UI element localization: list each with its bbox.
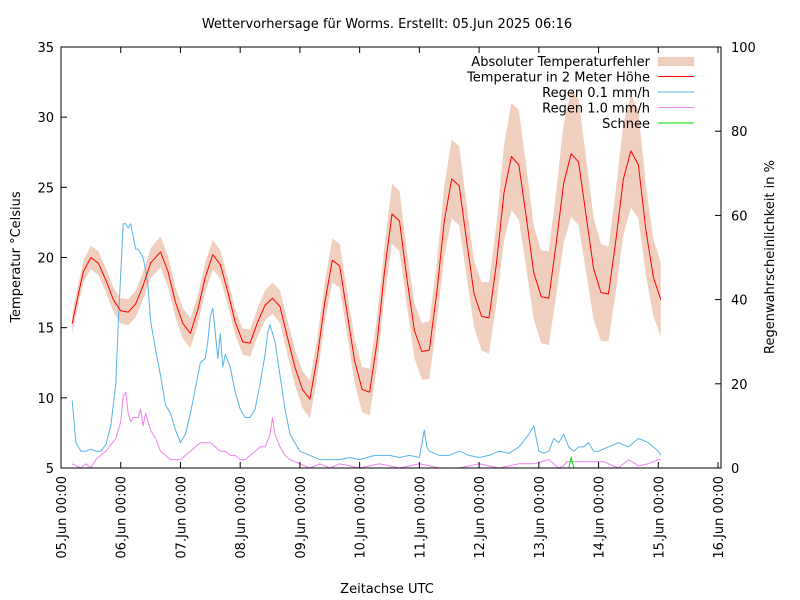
y2-tick-label: 100: [731, 41, 756, 56]
x-axis: 05.Jun 00:00 06.Jun 00:00 07.Jun 00:00 08.J…: [55, 47, 727, 559]
y2-tick-label: 40: [731, 294, 748, 309]
y2-tick-label: 60: [731, 209, 748, 224]
y-tick-label: 20: [37, 252, 54, 267]
legend-label-rain10: Regen 1.0 mm/h: [542, 102, 650, 117]
y2-tick-label: 0: [731, 462, 739, 477]
x-tick-label: 13.Jun 00:00: [533, 476, 548, 559]
y-axis-left: 5 10 15 20 25 30 35: [37, 41, 67, 477]
x-tick-label: 09.Jun 00:00: [294, 476, 309, 559]
x-tick-label: 07.Jun 00:00: [174, 476, 189, 559]
legend-swatch-error: [658, 57, 694, 66]
y-tick-label: 35: [37, 41, 54, 56]
x-tick-label: 10.Jun 00:00: [354, 476, 369, 559]
y2-tick-label: 20: [731, 378, 748, 393]
chart-title: Wettervorhersage für Worms. Erstellt: 05…: [202, 17, 572, 32]
series-line-layer: [71, 150, 662, 469]
y2-axis-label: Regenwahrscheinlichkeit in %: [763, 160, 778, 354]
y-tick-label: 25: [37, 181, 54, 196]
x-tick-label: 11.Jun 00:00: [413, 476, 428, 559]
legend-label-error: Absoluter Temperaturfehler: [471, 55, 650, 70]
y-tick-label: 15: [37, 322, 54, 337]
snow-line: [568, 457, 575, 469]
x-tick-label: 08.Jun 00:00: [234, 476, 249, 559]
temperature-line: [71, 150, 662, 400]
y-tick-label: 30: [37, 111, 54, 126]
legend-label-temp: Temperatur in 2 Meter Höhe: [466, 71, 650, 86]
y2-tick-label: 80: [731, 125, 748, 140]
rain-0-1-line: [71, 223, 662, 461]
y-axis-right: 0 20 40 60 80 100: [715, 41, 756, 477]
legend-label-rain01: Regen 0.1 mm/h: [542, 86, 650, 101]
rain-1-0-line: [71, 391, 661, 469]
x-tick-label: 05.Jun 00:00: [55, 476, 70, 559]
x-tick-label: 16.Jun 00:00: [712, 476, 727, 559]
error-band-layer: [72, 90, 661, 419]
y-tick-label: 5: [46, 462, 54, 477]
x-tick-label: 06.Jun 00:00: [115, 476, 130, 559]
x-axis-label: Zeitachse UTC: [340, 582, 434, 597]
x-tick-label: 14.Jun 00:00: [593, 476, 608, 559]
x-tick-label: 12.Jun 00:00: [473, 476, 488, 559]
legend-label-snow: Schnee: [602, 117, 650, 132]
x-tick-label: 15.Jun 00:00: [652, 476, 667, 559]
temperature-error-band: [72, 90, 661, 419]
y-axis-label: Temperatur °Celsius: [9, 191, 24, 324]
y-tick-label: 10: [37, 392, 54, 407]
